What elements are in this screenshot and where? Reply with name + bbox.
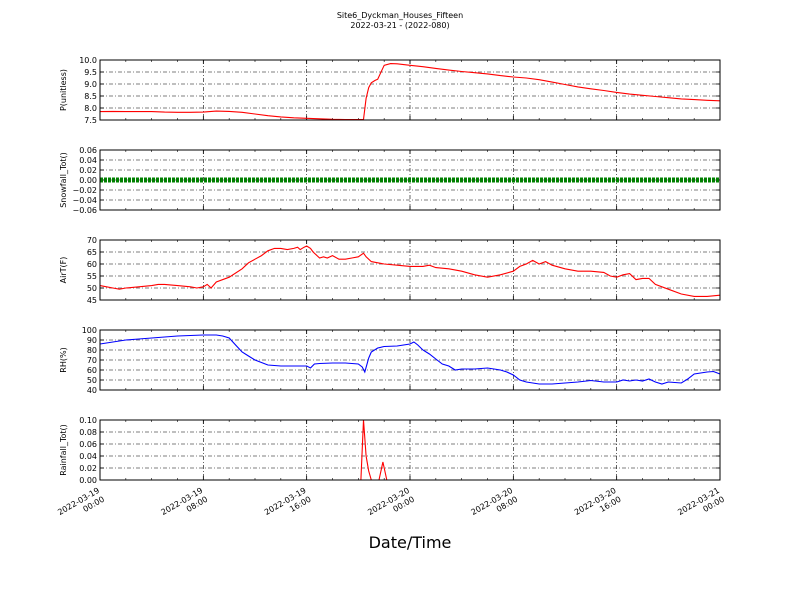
y-tick-label: 0.02 [79, 464, 97, 473]
y-tick-label: 80 [87, 346, 97, 355]
y-tick-label: 45 [87, 296, 97, 305]
series-airt [99, 245, 721, 297]
y-tick-label: 55 [87, 272, 97, 281]
y-tick-label: 60 [87, 366, 97, 375]
y-tick-label: 0.02 [79, 166, 97, 175]
y-tick-label: 0.04 [79, 156, 97, 165]
y-tick-label: 100 [82, 326, 97, 335]
y-axis-label-rh: RH(%) [59, 347, 68, 372]
y-tick-label: 0.00 [79, 176, 97, 185]
y-tick-label: 0.06 [79, 440, 97, 449]
y-tick-label: 50 [87, 284, 97, 293]
y-axis-label-rain: Rainfall_Tot() [59, 424, 68, 476]
axes-frame-p [99, 59, 721, 121]
y-tick-label: 90 [87, 336, 97, 345]
x-tick-label: 2022-03-1916:00 [263, 486, 313, 526]
x-tick-label: 2022-03-2000:00 [366, 486, 416, 526]
y-tick-label: 0.06 [79, 146, 97, 155]
y-tick-label: −0.02 [72, 186, 97, 195]
x-tick-label: 2022-03-2016:00 [573, 486, 623, 526]
y-axis-label-airt: AirT(F) [59, 257, 68, 284]
x-tick-label: 2022-03-2100:00 [676, 486, 726, 526]
y-tick-label: 8.0 [84, 104, 97, 113]
x-tick-label: 2022-03-2008:00 [470, 486, 520, 526]
y-tick-label: 0.00 [79, 476, 97, 485]
series-rain [100, 419, 720, 481]
y-tick-label: 10.0 [79, 56, 97, 65]
series-rh [99, 334, 721, 385]
chart-title: Site6_Dyckman_Houses_Fifteen [336, 11, 464, 20]
axes-frame-rh [99, 329, 721, 391]
x-tick-label: 2022-03-1908:00 [160, 486, 210, 526]
y-tick-label: 65 [87, 248, 97, 257]
y-tick-label: 7.5 [84, 116, 97, 125]
y-tick-label: 60 [87, 260, 97, 269]
y-tick-label: −0.06 [72, 206, 97, 215]
y-tick-label: 0.04 [79, 452, 97, 461]
y-tick-label: −0.04 [72, 196, 97, 205]
x-axis-label: Date/Time [368, 533, 452, 552]
y-tick-label: 50 [87, 376, 97, 385]
y-tick-label: 8.5 [84, 92, 97, 101]
y-tick-label: 0.10 [79, 416, 97, 425]
y-axis-label-snow: Snowfall_Tot() [59, 152, 68, 208]
series-p [99, 63, 721, 121]
axes-frame-snow [99, 149, 721, 211]
y-tick-label: 0.08 [79, 428, 97, 437]
axes-frame-airt [99, 239, 721, 301]
y-tick-label: 9.0 [84, 80, 97, 89]
y-tick-label: 40 [87, 386, 97, 395]
y-axis-label-p: P(unitless) [59, 69, 68, 111]
y-tick-label: 9.5 [84, 68, 97, 77]
chart-subtitle: 2022-03-21 - (2022-080) [350, 21, 450, 30]
x-tick-label: 2022-03-1900:00 [56, 486, 106, 526]
axes-frame-rain [99, 419, 721, 481]
y-tick-label: 70 [87, 236, 97, 245]
y-tick-label: 70 [87, 356, 97, 365]
